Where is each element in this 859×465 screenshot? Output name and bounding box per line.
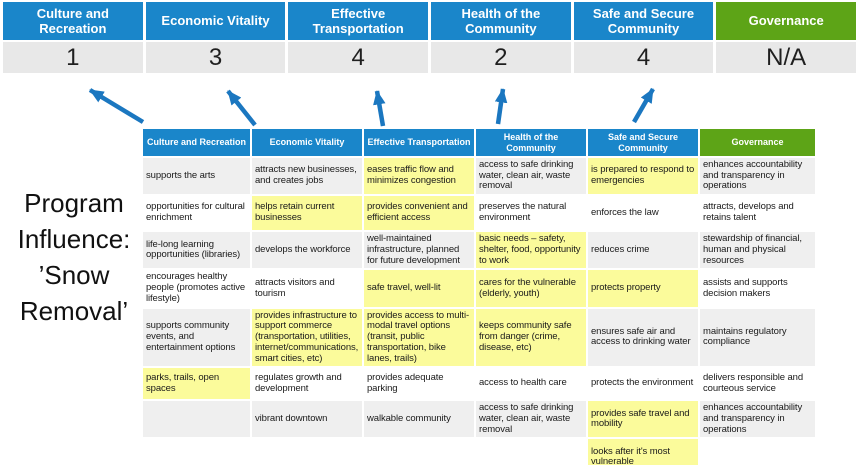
matrix-cell-access-to-safe-drinking-water-clean-air-waste-removal: access to safe drinking water, clean air… [476, 158, 586, 195]
matrix-cell-protects-property: protects property [588, 270, 698, 307]
matrix-cell-empty [364, 439, 474, 465]
summary-bar: Culture and Recreation Economic Vitality E… [3, 2, 856, 73]
matrix-cell-helps-retain-current-businesses: helps retain current businesses [252, 196, 362, 231]
summary-header-economic-vitality: Economic Vitality [145, 2, 286, 40]
matrix-cell-empty [143, 439, 250, 465]
matrix-cell-life-long-learning-opportunities-libraries: life-long learning opportunities (librar… [143, 232, 250, 269]
matrix-cell-access-to-health-care: access to health care [476, 368, 586, 400]
summary-header-health-of-the-community: Health of the Community [431, 2, 571, 40]
summary-header-governance: Governance [716, 2, 856, 40]
matrix-cell-opportunities-for-cultural-enrichment: opportunities for cultural enrichment [143, 196, 250, 231]
matrix-cell-provides-adequate-parking: provides adequate parking [364, 368, 474, 400]
influence-arrow [494, 88, 508, 125]
summary-score-governance: N/A [716, 42, 856, 73]
matrix-cell-stewardship-of-financial-human-and-physical-resources: stewardship of financial, human and phys… [700, 232, 815, 269]
matrix-cell-attracts-develops-and-retains-talent: attracts, develops and retains talent [700, 196, 815, 231]
matrix-cell-is-prepared-to-respond-to-emergencies: is prepared to respond to emergencies [588, 158, 698, 195]
matrix-cell-safe-travel-well-lit: safe travel, well-lit [364, 270, 474, 307]
matrix-cell-provides-safe-travel-and-mobility: provides safe travel and mobility [588, 401, 698, 438]
influence-matrix: Culture and Recreation Economic Vitality E… [143, 129, 815, 465]
program-influence-title: Program Influence: [17, 188, 131, 254]
matrix-cell-eases-traffic-flow-and-minimizes-congestion: eases traffic flow and minimizes congest… [364, 158, 474, 195]
matrix-cell-provides-infrastructure-to-support-commerce-transportation-utilities-internet-communications-smart-cities-etc: provides infrastructure to support comme… [252, 308, 362, 367]
matrix-header-governance: Governance [700, 129, 815, 156]
matrix-cell-empty [252, 439, 362, 465]
matrix-cell-provides-access-to-multi-modal-travel-options-transit-public-transportation-bike-lanes-trails: provides access to multi-modal travel op… [364, 308, 474, 367]
matrix-cell-supports-the-arts: supports the arts [143, 158, 250, 195]
matrix-cell-looks-after-it-s-most-vulnerable: looks after it's most vulnerable [588, 439, 698, 465]
matrix-cell-maintains-regulatory-compliance: maintains regulatory compliance [700, 308, 815, 367]
matrix-cell-provides-convenient-and-efficient-access: provides convenient and efficient access [364, 196, 474, 231]
matrix-cell-basic-needs-safety-shelter-food-opportunity-to-work: basic needs – safety, shelter, food, opp… [476, 232, 586, 269]
matrix-cell-enhances-accountability-and-transparency-in-operations: enhances accountability and transparency… [700, 401, 815, 438]
influence-arrow [226, 89, 257, 127]
matrix-cell-attracts-visitors-and-tourism: attracts visitors and tourism [252, 270, 362, 307]
matrix-cell-empty [143, 401, 250, 438]
program-influence-subject: ’Snow Removal’ [19, 259, 129, 326]
matrix-cell-enhances-accountability-and-transparency-in-operations: enhances accountability and transparency… [700, 158, 815, 195]
summary-header-effective-transportation: Effective Transportation [288, 2, 428, 40]
matrix-cell-supports-community-events-and-entertainment-options: supports community events, and entertain… [143, 308, 250, 367]
matrix-cell-parks-trails-open-spaces: parks, trails, open spaces [143, 368, 250, 400]
matrix-cell-keeps-community-safe-from-danger-crime-disease-etc: keeps community safe from danger (crime,… [476, 308, 586, 367]
matrix-header-effective-transportation: Effective Transportation [364, 129, 474, 156]
matrix-cell-vibrant-downtown: vibrant downtown [252, 401, 362, 438]
matrix-header-safe-and-secure-community: Safe and Secure Community [588, 129, 698, 156]
matrix-cell-reduces-crime: reduces crime [588, 232, 698, 269]
summary-score-health-of-the-community: 2 [431, 42, 571, 73]
matrix-cell-protects-the-environment: protects the environment [588, 368, 698, 400]
matrix-cell-well-maintained-infrastructure-planned-for-future-development: well-maintained infrastructure, planned … [364, 232, 474, 269]
matrix-cell-cares-for-the-vulnerable-elderly-youth: cares for the vulnerable (elderly, youth… [476, 270, 586, 307]
matrix-cell-empty [476, 439, 586, 465]
matrix-cell-enforces-the-law: enforces the law [588, 196, 698, 231]
matrix-cell-attracts-new-businesses-and-creates-jobs: attracts new businesses, and creates job… [252, 158, 362, 195]
summary-score-economic-vitality: 3 [145, 42, 286, 73]
influence-arrow [88, 88, 145, 124]
matrix-cell-preserves-the-natural-environment: preserves the natural environment [476, 196, 586, 231]
influence-arrow [632, 87, 655, 124]
matrix-cell-encourages-healthy-people-promotes-active-lifestyle: encourages healthy people (promotes acti… [143, 270, 250, 307]
matrix-header-culture-and-recreation: Culture and Recreation [143, 129, 250, 156]
summary-header-culture-and-recreation: Culture and Recreation [3, 2, 143, 40]
influence-arrow [373, 90, 386, 127]
matrix-cell-empty [700, 439, 815, 465]
matrix-header-health-of-the-community: Health of the Community [476, 129, 586, 156]
matrix-cell-regulates-growth-and-development: regulates growth and development [252, 368, 362, 400]
matrix-cell-develops-the-workforce: develops the workforce [252, 232, 362, 269]
matrix-cell-access-to-safe-drinking-water-clean-air-waste-removal: access to safe drinking water, clean air… [476, 401, 586, 438]
summary-score-effective-transportation: 4 [288, 42, 428, 73]
program-influence-label: Program Influence: ’Snow Removal’ [0, 186, 148, 330]
matrix-cell-walkable-community: walkable community [364, 401, 474, 438]
summary-score-culture-and-recreation: 1 [3, 42, 143, 73]
matrix-cell-delivers-responsible-and-courteous-service: delivers responsible and courteous servi… [700, 368, 815, 400]
matrix-cell-assists-and-supports-decision-makers: assists and supports decision makers [700, 270, 815, 307]
summary-header-safe-and-secure-community: Safe and Secure Community [573, 2, 714, 40]
matrix-header-economic-vitality: Economic Vitality [252, 129, 362, 156]
summary-score-safe-and-secure-community: 4 [573, 42, 714, 73]
matrix-cell-ensures-safe-air-and-access-to-drinking-water: ensures safe air and access to drinking … [588, 308, 698, 367]
